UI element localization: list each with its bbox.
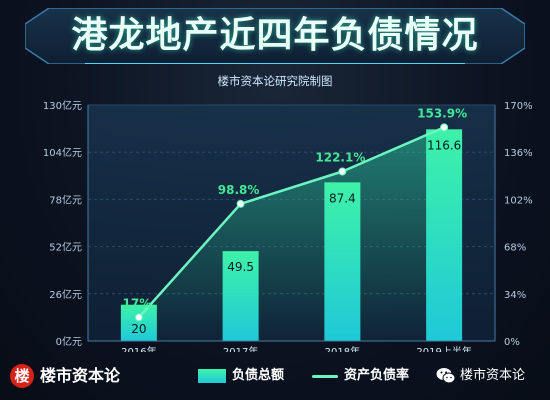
y-left-tick-label: 78亿元 — [49, 193, 82, 206]
bar-value-label: 20 — [131, 322, 146, 336]
footer: 楼 楼市资本论 负债总额 资产负债率 楼市资本论 — [0, 352, 550, 400]
y-right-tick-label: 102% — [504, 195, 533, 206]
y-left-tick-label: 130亿元 — [43, 99, 82, 112]
bar — [222, 251, 259, 341]
legend-bar-swatch — [198, 369, 226, 383]
logo-badge: 楼 — [10, 364, 34, 388]
chart-title: 港龙地产近四年负债情况 — [71, 15, 479, 56]
rate-value-label: 98.8% — [218, 183, 260, 197]
bar-value-label: 116.6 — [427, 138, 461, 152]
x-tick-label: 2018年 — [325, 345, 360, 352]
rate-point — [236, 199, 245, 208]
rate-line — [137, 126, 445, 319]
rate-point — [440, 123, 449, 132]
y-left-tick-label: 0亿元 — [56, 335, 82, 348]
title-border — [25, 8, 525, 64]
wechat-icon — [436, 368, 456, 384]
rate-point — [338, 167, 347, 176]
legend-line-swatch — [312, 375, 338, 378]
bar — [426, 129, 463, 341]
title-banner: 港龙地产近四年负债情况 — [25, 8, 525, 64]
rate-value-label: 153.9% — [417, 106, 467, 120]
legend-bar-label: 负债总额 — [232, 368, 285, 383]
legend-line-label: 资产负债率 — [344, 368, 410, 383]
y-right-tick-label: 0% — [504, 337, 520, 348]
bar — [120, 304, 157, 341]
y-right-tick-label: 170% — [504, 101, 533, 112]
source-note: 楼市资本论研究院制图 — [217, 74, 333, 88]
y-right-tick-label: 34% — [504, 290, 526, 301]
y-right-tick-label: 136% — [504, 148, 533, 159]
line-area-fill — [138, 127, 445, 341]
logo-name: 楼市资本论 — [40, 366, 121, 385]
bar-value-label: 87.4 — [329, 191, 356, 205]
x-tick-label: 2019上半年 — [416, 345, 471, 352]
y-left-tick-label: 104亿元 — [43, 146, 82, 159]
x-tick-label: 2016年 — [121, 345, 156, 352]
rate-value-label: 122.1% — [315, 150, 365, 164]
bar-value-label: 49.5 — [227, 260, 254, 274]
x-tick-label: 2017年 — [223, 345, 258, 352]
title-background — [25, 8, 525, 64]
y-right-tick-label: 68% — [504, 243, 526, 254]
rate-point — [134, 313, 143, 322]
bar — [324, 182, 361, 341]
chart-plot: 20 49.5 87.4 116.6 17% 98.8% 122.1% 153.9% 0亿元 2… — [43, 99, 533, 352]
rate-value-label: 17% — [123, 296, 152, 310]
y-left-tick-label: 26亿元 — [49, 288, 82, 301]
wechat-account-name: 楼市资本论 — [460, 368, 526, 383]
y-left-tick-label: 52亿元 — [49, 241, 82, 254]
